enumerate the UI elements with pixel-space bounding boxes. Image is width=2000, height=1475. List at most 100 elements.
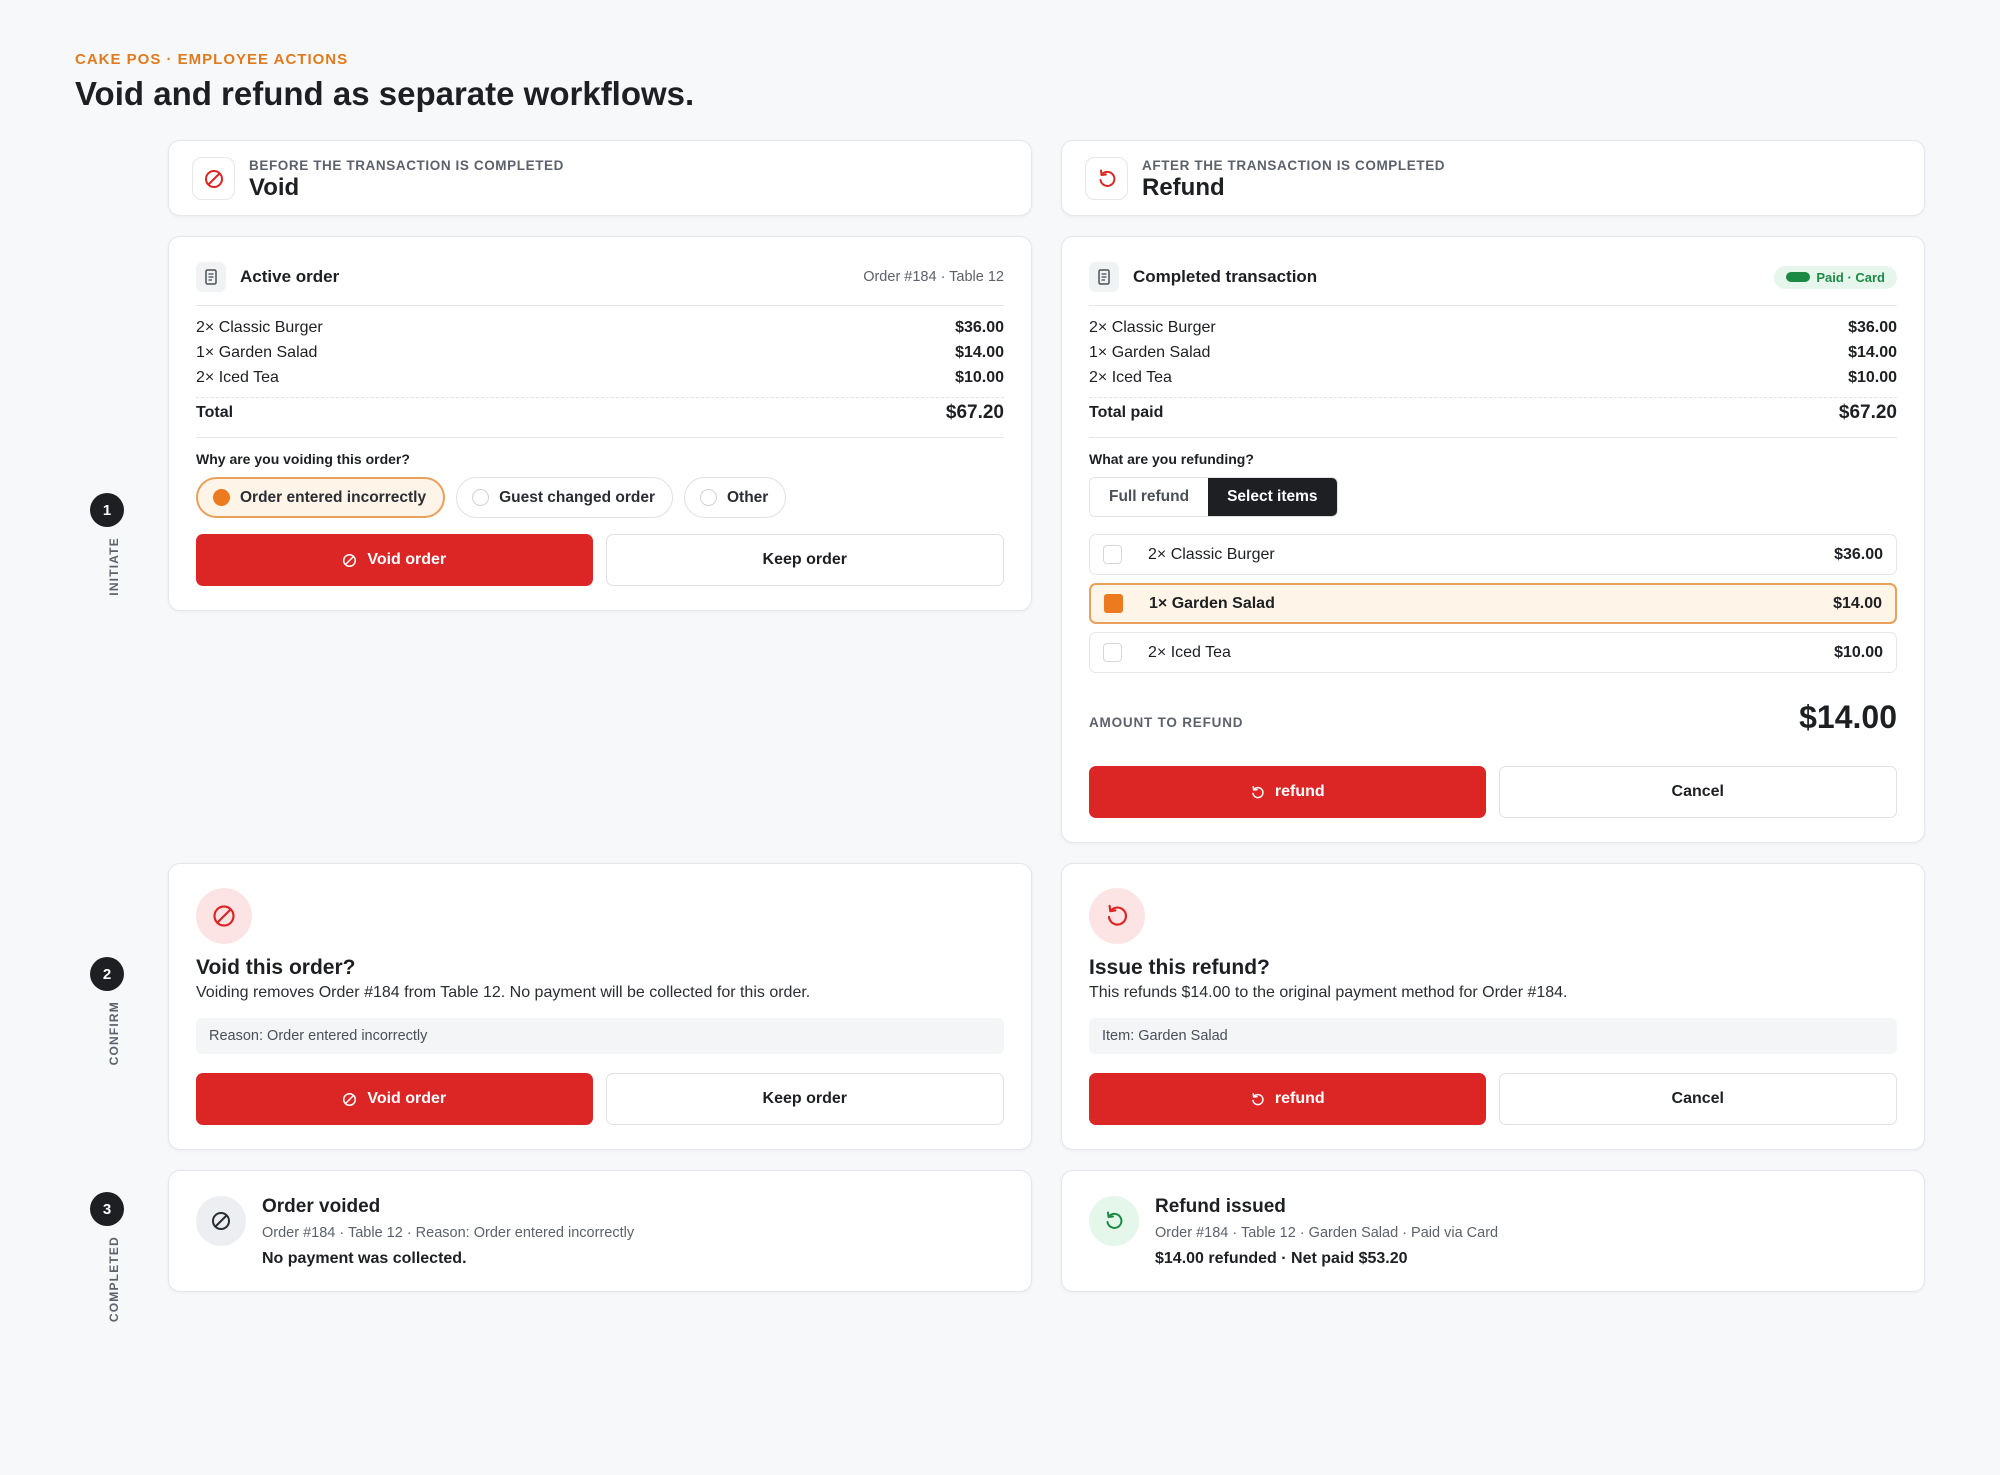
void-confirm-card: Void this order? Voiding removes Order #… <box>168 863 1032 1150</box>
order-total: Total $67.20 <box>196 402 1004 424</box>
refund-item-garden-salad[interactable]: 1× Garden Salad $14.00 <box>1089 583 1897 624</box>
receipt-icon <box>196 262 226 292</box>
page-title: Void and refund as separate workflows. <box>75 75 695 112</box>
order-header: Active order Order #184 · Table 12 <box>196 262 1004 292</box>
item-name: 2× Iced Tea <box>1089 368 1172 386</box>
reason-label: Guest changed order <box>499 488 655 506</box>
button-label: refund <box>1274 783 1325 800</box>
ban-icon <box>343 553 357 567</box>
ban-icon <box>196 888 252 944</box>
void-title: Void <box>249 174 300 201</box>
step-confirm: 2 CONFIRM <box>90 957 124 1065</box>
receipt-icon <box>1089 262 1119 292</box>
item-amount: $36.00 <box>955 318 1004 336</box>
list-item: 2× Iced Tea $10.00 <box>1089 365 1897 390</box>
list-item: 2× Classic Burger $36.00 <box>1089 315 1897 340</box>
item-amount: $14.00 <box>955 343 1004 361</box>
confirm-note: Reason: Order entered incorrectly <box>196 1018 1004 1054</box>
confirm-description: Voiding removes Order #184 from Table 12… <box>196 984 811 1001</box>
refund-button[interactable]: refund <box>1089 766 1486 818</box>
confirm-description: This refunds $14.00 to the original paym… <box>1089 984 1568 1001</box>
refund-confirm-card: Issue this refund? This refunds $14.00 t… <box>1061 863 1925 1150</box>
refund-question: What are you refunding? <box>1089 451 1254 467</box>
refund-actions: refund Cancel <box>1089 766 1897 818</box>
radio-selected-icon <box>213 489 230 506</box>
item-name: 1× Garden Salad <box>1089 343 1211 361</box>
cancel-button[interactable]: Cancel <box>1498 766 1897 818</box>
reason-label: Other <box>726 488 769 506</box>
refund-mode-toggle: Full refund Select items <box>1089 477 1338 517</box>
item-amount: $10.00 <box>955 368 1004 386</box>
total-value: $67.20 <box>1838 402 1897 423</box>
ban-icon <box>192 157 235 200</box>
void-confirm-actions: Void order Keep order <box>196 1073 1004 1125</box>
divider <box>196 305 1004 306</box>
step-label: COMPLETED <box>107 1236 121 1323</box>
completed-title: Refund issued <box>1155 1196 1286 1217</box>
button-label: Cancel <box>1671 783 1724 800</box>
order-meta: Order #184 · Table 12 <box>863 269 1004 285</box>
item-name: 2× Classic Burger <box>1148 545 1275 563</box>
refund-completed-card: Refund issued Order #184 · Table 12 · Ga… <box>1061 1170 1925 1292</box>
confirm-title: Void this order? <box>196 956 356 979</box>
completed-result: $14.00 refunded · Net paid $53.20 <box>1155 1250 1408 1267</box>
status-badge: Paid · Card <box>1774 265 1897 289</box>
item-name: 1× Garden Salad <box>1149 594 1275 612</box>
item-name: 2× Iced Tea <box>1148 643 1231 661</box>
list-item: 2× Iced Tea $10.00 <box>196 365 1004 390</box>
amount-to-refund-label: AMOUNT TO REFUND <box>1089 715 1244 730</box>
full-refund-tab[interactable]: Full refund <box>1090 478 1209 516</box>
card-icon <box>1786 272 1811 282</box>
void-actions: Void order Keep order <box>196 534 1004 586</box>
button-label: refund <box>1274 1090 1325 1107</box>
total-value: $67.20 <box>945 402 1004 423</box>
confirm-refund-button[interactable]: refund <box>1089 1073 1486 1125</box>
step-number: 2 <box>90 957 124 991</box>
reason-option-order-entered-incorrectly[interactable]: Order entered incorrectly <box>196 477 446 518</box>
reason-option-other[interactable]: Other <box>683 477 787 518</box>
item-amount: $10.00 <box>1848 368 1897 386</box>
order-line-items: 2× Classic Burger $36.00 1× Garden Salad $… <box>196 315 1004 390</box>
reason-option-guest-changed-order[interactable]: Guest changed order <box>456 477 673 518</box>
button-label: Void order <box>367 551 447 568</box>
radio-empty-icon <box>472 489 490 506</box>
order-title: Active order <box>240 267 340 286</box>
rotate-ccw-icon <box>1252 1092 1264 1105</box>
item-name: 1× Garden Salad <box>196 343 318 361</box>
divider <box>1089 437 1897 438</box>
ban-icon <box>343 1092 357 1106</box>
rotate-ccw-icon <box>1252 785 1264 798</box>
void-reason-options: Order entered incorrectly Guest changed … <box>196 477 787 518</box>
list-item: 1× Garden Salad $14.00 <box>196 340 1004 365</box>
refund-item-classic-burger[interactable]: 2× Classic Burger $36.00 <box>1089 534 1897 575</box>
button-label: Keep order <box>762 1090 847 1107</box>
void-completed-card: Order voided Order #184 · Table 12 · Rea… <box>168 1170 1032 1292</box>
keep-order-button[interactable]: Keep order <box>605 534 1004 586</box>
item-amount: $14.00 <box>1848 343 1897 361</box>
amount-to-refund-value: $14.00 <box>1799 699 1897 735</box>
button-label: Cancel <box>1671 1090 1724 1107</box>
ban-icon <box>196 1196 246 1246</box>
order-total: Total paid $67.20 <box>1089 402 1897 424</box>
refund-item-iced-tea[interactable]: 2× Iced Tea $10.00 <box>1089 632 1897 673</box>
eyebrow: CAKE POS · EMPLOYEE ACTIONS <box>75 51 349 68</box>
checkbox-empty-icon <box>1103 545 1122 564</box>
item-name: 2× Classic Burger <box>196 318 323 336</box>
confirm-cancel-button[interactable]: Cancel <box>1498 1073 1897 1125</box>
confirm-void-order-button[interactable]: Void order <box>196 1073 593 1125</box>
step-number: 3 <box>90 1192 124 1226</box>
checkbox-checked-icon <box>1104 594 1123 613</box>
void-column-header: BEFORE THE TRANSACTION IS COMPLETED Void <box>168 140 1032 216</box>
divider <box>196 397 1004 398</box>
completed-result: No payment was collected. <box>262 1250 467 1267</box>
item-amount: $10.00 <box>1834 643 1883 661</box>
completed-meta: Order #184 · Table 12 · Garden Salad · P… <box>1155 1225 1499 1241</box>
void-order-button[interactable]: Void order <box>196 534 593 586</box>
select-items-tab[interactable]: Select items <box>1208 478 1337 516</box>
completed-meta: Order #184 · Table 12 · Reason: Order en… <box>262 1225 635 1241</box>
divider <box>196 437 1004 438</box>
total-label: Total <box>196 404 234 421</box>
item-amount: $36.00 <box>1834 545 1883 563</box>
confirm-keep-order-button[interactable]: Keep order <box>605 1073 1004 1125</box>
void-reason-question: Why are you voiding this order? <box>196 451 410 467</box>
